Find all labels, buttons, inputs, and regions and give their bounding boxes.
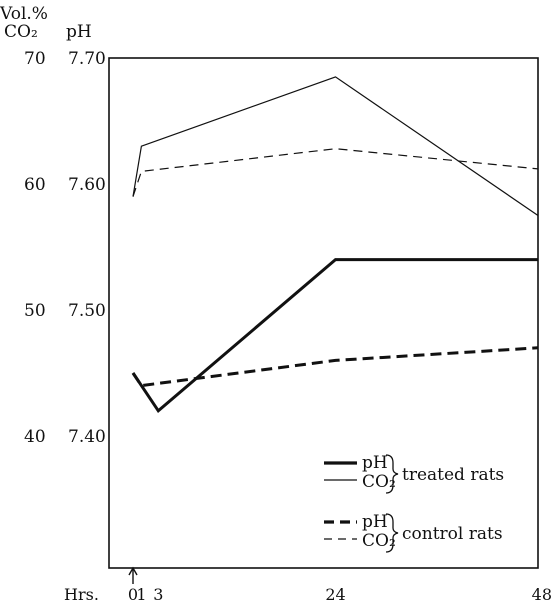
series-line-thin-solid <box>132 76 539 216</box>
series-line-thin-dashed <box>132 148 539 197</box>
y-axis-label-vol: Vol.% <box>0 4 48 24</box>
x-tick-label: 24 <box>325 585 345 604</box>
y-axis-label-co2: CO₂ <box>4 22 38 42</box>
series-line-thick-dashed <box>131 346 539 388</box>
legend-control-ph-label: pH <box>362 512 388 532</box>
legend-treated-ph-label: pH <box>362 453 388 473</box>
y-tick-co2: 60 <box>24 175 46 195</box>
x-tick-label: 3 <box>153 585 163 604</box>
x-axis-label: Hrs. <box>64 585 99 604</box>
y-tick-co2: 40 <box>24 427 46 447</box>
y-tick-co2: 70 <box>24 49 46 69</box>
y-tick-ph: 7.60 <box>68 175 106 195</box>
y-tick-co2: 50 <box>24 301 46 321</box>
series-line-thick-solid <box>131 258 538 414</box>
y-tick-ph: 7.70 <box>68 49 106 69</box>
x-tick-label: 1 <box>136 585 146 604</box>
y-tick-labels: 70 7.70 60 7.60 50 7.50 40 7.40 <box>24 49 106 447</box>
injection-arrow-icon <box>128 566 138 584</box>
legend-control-label: control rats <box>402 524 503 544</box>
plot-frame <box>108 57 539 569</box>
series-lines <box>131 76 539 414</box>
legend-brace-control <box>385 513 399 553</box>
y-tick-ph: 7.40 <box>68 427 106 447</box>
x-tick-label: 48 <box>532 585 552 604</box>
y-axis-label-ph: pH <box>66 22 92 42</box>
legend-brace-treated <box>385 454 399 494</box>
y-tick-ph: 7.50 <box>68 301 106 321</box>
x-tick-labels: 01 3 24 48 <box>128 585 552 604</box>
legend-treated-label: treated rats <box>402 465 504 485</box>
x-tick-label: 0 <box>128 585 138 604</box>
legend-control-co2-label: CO₂ <box>362 531 396 551</box>
legend: pH CO₂ treated rats pH CO₂ control rats <box>324 453 504 553</box>
legend-treated-co2-label: CO₂ <box>362 472 396 492</box>
